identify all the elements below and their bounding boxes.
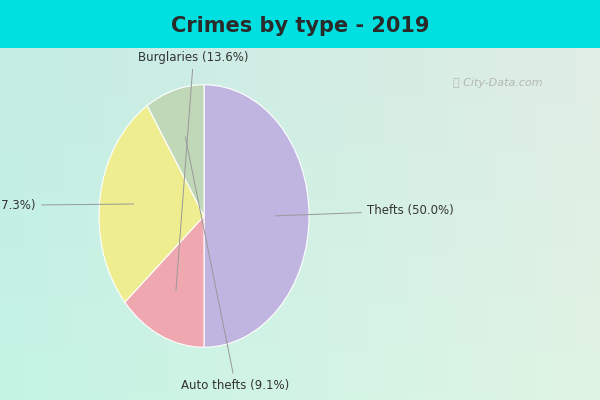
Wedge shape — [125, 216, 204, 347]
Text: ⓘ City-Data.com: ⓘ City-Data.com — [453, 78, 543, 88]
Wedge shape — [147, 85, 204, 216]
Wedge shape — [204, 85, 309, 347]
Wedge shape — [99, 106, 204, 302]
Text: Assaults (27.3%): Assaults (27.3%) — [0, 199, 134, 212]
Text: Auto thefts (9.1%): Auto thefts (9.1%) — [181, 137, 290, 392]
Text: Thefts (50.0%): Thefts (50.0%) — [275, 204, 454, 217]
Text: Burglaries (13.6%): Burglaries (13.6%) — [138, 51, 249, 291]
Text: Crimes by type - 2019: Crimes by type - 2019 — [171, 16, 429, 36]
